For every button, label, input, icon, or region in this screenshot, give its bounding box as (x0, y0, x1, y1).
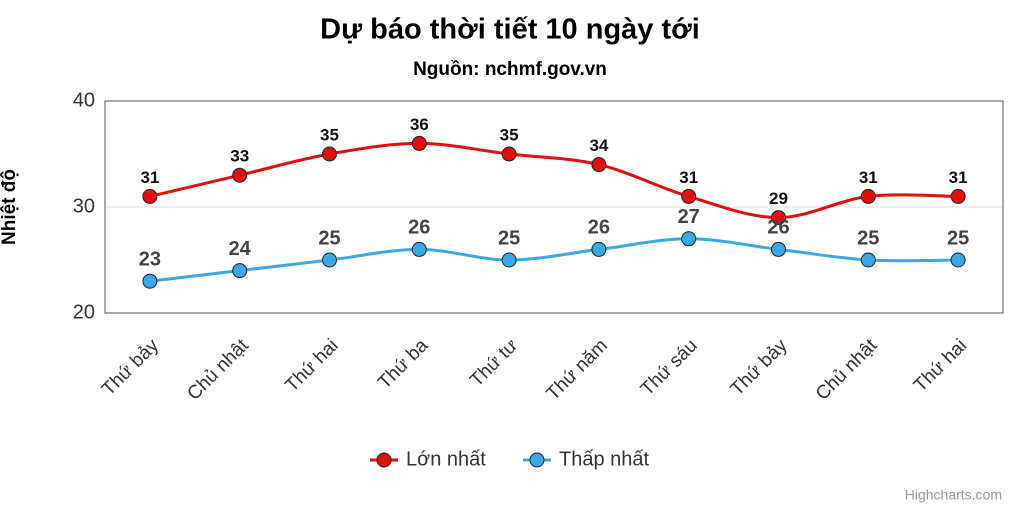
point-marker (860, 252, 876, 268)
point-marker (771, 241, 786, 257)
point-marker (322, 252, 337, 268)
data-label: 31 (859, 168, 878, 187)
x-tick-label: Thứ sáu (637, 335, 702, 400)
x-tick-label: Chủ nhật (812, 335, 882, 405)
point-marker (501, 146, 517, 162)
point-marker (681, 188, 697, 204)
point-marker (950, 188, 966, 204)
legend-item[interactable]: Thấp nhất (523, 448, 650, 470)
data-label: 25 (318, 227, 340, 249)
x-tick-label: Thứ năm (543, 335, 612, 404)
data-label: 31 (949, 168, 968, 187)
point-marker (232, 263, 248, 279)
chart-title: Dự báo thời tiết 10 ngày tới (320, 14, 700, 46)
data-label: 25 (498, 227, 520, 249)
y-tick-label: 30 (73, 195, 95, 217)
data-label: 23 (139, 248, 161, 270)
data-label: 27 (678, 206, 700, 228)
data-label: 31 (679, 168, 698, 187)
credits: Highcharts.com (905, 487, 1002, 503)
point-marker (322, 146, 337, 162)
data-label: 36 (410, 115, 429, 134)
legend-marker (529, 452, 545, 468)
point-marker (142, 273, 158, 289)
series-line (149, 237, 959, 283)
point-marker (591, 241, 607, 257)
data-label: 26 (408, 217, 430, 239)
data-label: 35 (500, 125, 519, 144)
data-label: 33 (230, 147, 249, 166)
point-marker (142, 188, 158, 204)
data-label: 25 (857, 227, 879, 249)
data-label: 25 (947, 227, 969, 249)
legend-item[interactable]: Lớn nhất (370, 448, 486, 470)
data-label: 34 (589, 136, 608, 155)
x-tick-label: Thứ hai (910, 335, 971, 396)
data-label: 35 (320, 125, 339, 144)
point-marker (501, 252, 517, 268)
x-tick-label: Thứ bảy (98, 335, 163, 400)
data-label: 26 (767, 217, 789, 239)
point-marker (771, 210, 786, 226)
x-tick-label: Thứ bảy (727, 335, 792, 400)
plot-border (104, 100, 1004, 314)
x-tick-label: Thứ ba (374, 335, 433, 394)
y-tick-label: 40 (73, 89, 95, 111)
y-axis-label: Nhiệt độ (0, 169, 20, 245)
x-tick-label: Thứ hai (281, 335, 342, 396)
legend-label: Thấp nhất (559, 448, 650, 470)
chart-subtitle: Nguồn: nchmf.gov.vn (413, 59, 607, 80)
point-marker (950, 252, 966, 268)
y-tick-label: 20 (73, 301, 95, 323)
data-label: 26 (588, 217, 610, 239)
point-marker (411, 241, 427, 257)
x-tick-label: Thứ tư (466, 335, 522, 391)
point-marker (860, 188, 876, 204)
point-marker (411, 135, 427, 151)
data-label: 29 (769, 189, 788, 208)
point-marker (591, 157, 607, 173)
series-line (149, 141, 959, 220)
point-marker (232, 167, 248, 183)
legend-marker (376, 452, 392, 468)
legend-label: Lớn nhất (406, 448, 486, 470)
point-marker (681, 231, 697, 247)
x-tick-label: Chủ nhật (183, 335, 253, 405)
data-label: 24 (229, 238, 252, 260)
data-label: 31 (140, 168, 159, 187)
